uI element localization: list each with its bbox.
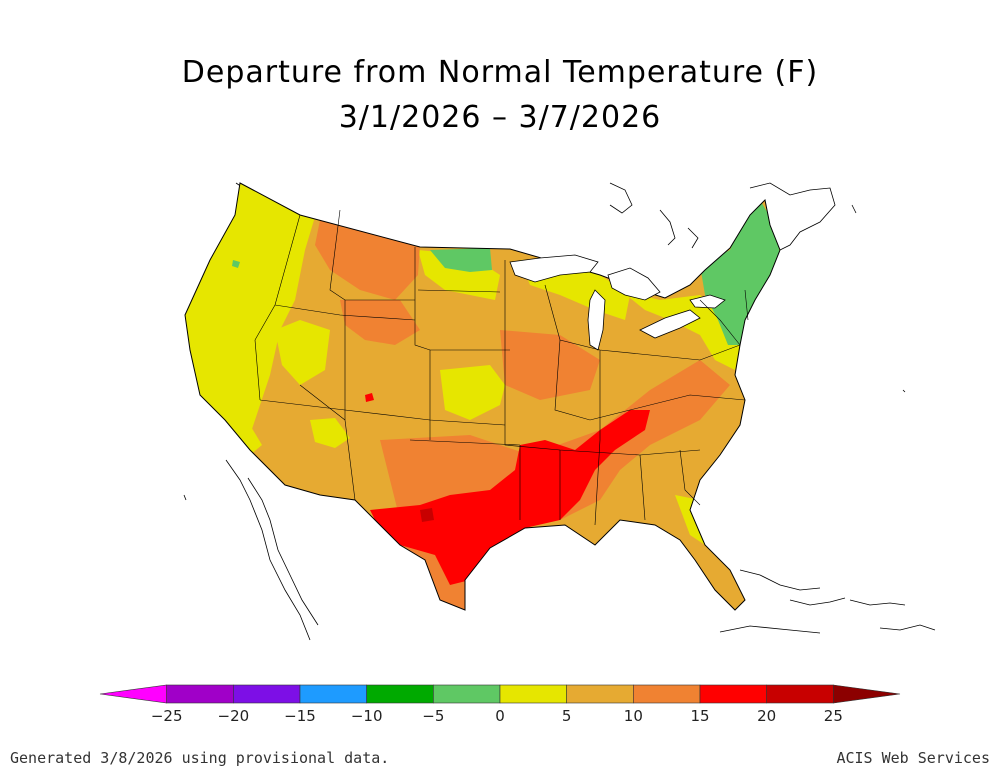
colorbar-tick-label: 5 <box>562 707 572 725</box>
surrounding-coastlines <box>183 182 936 641</box>
colorbar-swatch <box>499 684 567 704</box>
colorbar-swatch <box>99 684 167 704</box>
colorbar-tick-label: 15 <box>690 707 709 725</box>
colorbar-tick-label: 10 <box>624 707 643 725</box>
colorbar-tick-label: −15 <box>284 707 316 725</box>
colorbar-tick-label: 0 <box>495 707 505 725</box>
source-credit: ACIS Web Services <box>836 749 990 767</box>
colorbar: −25 −20 −15 −10 −5 0 5 10 15 20 25 <box>99 684 901 725</box>
colorbar-swatch <box>299 684 367 704</box>
colorbar-swatch <box>233 684 301 704</box>
generated-note: Generated 3/8/2026 using provisional dat… <box>10 749 390 767</box>
map-title: Departure from Normal Temperature (F) <box>181 55 819 90</box>
colorbar-swatch <box>366 684 434 704</box>
colorbar-tick-label: −5 <box>422 707 444 725</box>
colorbar-tick-label: −25 <box>151 707 183 725</box>
colorbar-swatch <box>833 684 901 704</box>
colorbar-swatch <box>633 684 701 704</box>
colorbar-tick-label: 25 <box>824 707 843 725</box>
colorbar-tick-label: −20 <box>218 707 250 725</box>
colorbar-tick-label: 20 <box>757 707 776 725</box>
colorbar-tick-label: −10 <box>351 707 383 725</box>
colorbar-swatch <box>433 684 501 704</box>
map-date-range: 3/1/2026 – 3/7/2026 <box>338 100 662 135</box>
state-boundaries <box>254 209 749 526</box>
colorbar-swatch <box>566 684 634 704</box>
colorbar-swatch <box>166 684 234 704</box>
colorbar-swatch <box>766 684 834 704</box>
great-lakes <box>509 254 726 351</box>
colorbar-swatch <box>699 684 767 704</box>
